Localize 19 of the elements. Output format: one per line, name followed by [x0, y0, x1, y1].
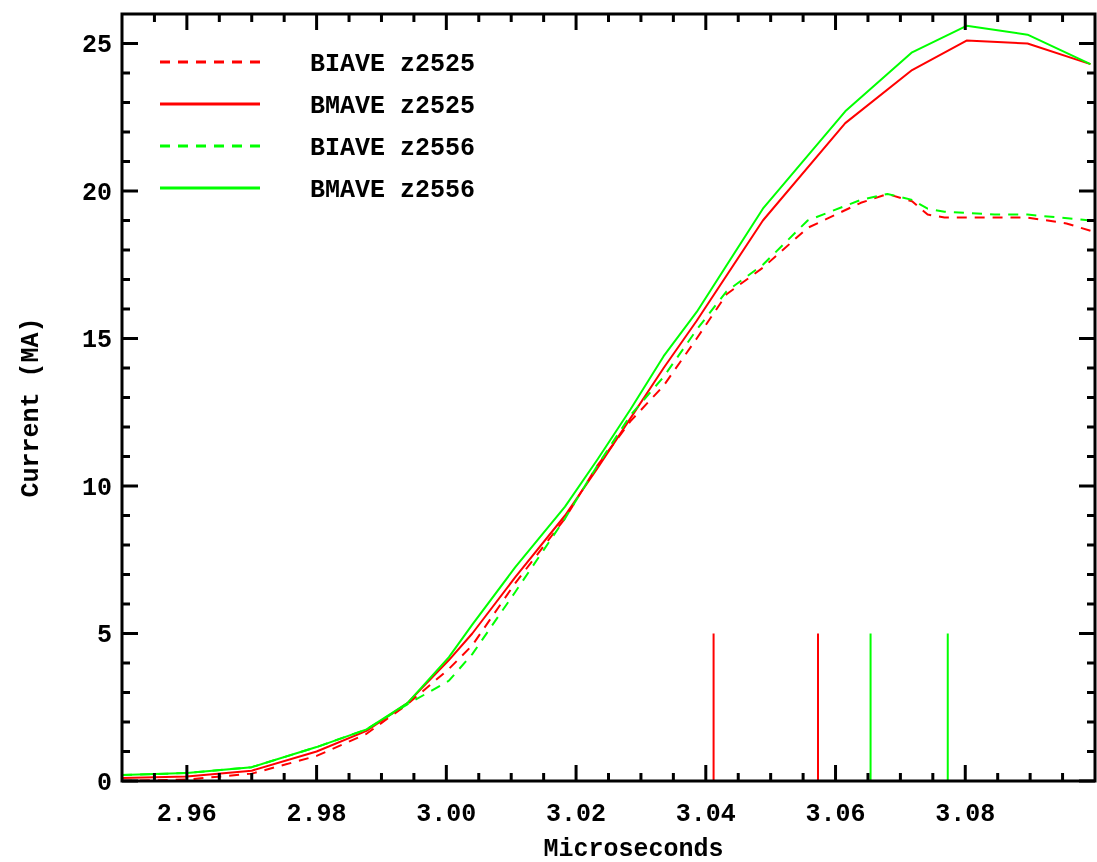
x-tick-label: 2.96: [156, 800, 217, 829]
y-tick-label: 25: [81, 31, 112, 61]
y-tick-label: 5: [96, 621, 112, 651]
y-axis-title: Current (MA): [17, 317, 46, 498]
x-tick-label: 3.02: [546, 800, 607, 829]
x-tick-label: 2.98: [286, 800, 347, 829]
legend-label: BMAVE z2556: [310, 175, 476, 205]
y-tick-label: 20: [81, 178, 112, 208]
legend-label: BMAVE z2525: [310, 91, 476, 121]
x-tick-label: 3.08: [935, 800, 996, 829]
y-tick-label: 10: [81, 473, 112, 503]
x-tick-label: 3.06: [805, 800, 866, 829]
text: 3.00: [416, 800, 477, 829]
x-tick-label: 3.04: [675, 800, 736, 829]
x-axis-title: Microseconds: [543, 835, 724, 862]
legend-label: BIAVE z2556: [310, 133, 476, 163]
y-tick-label: 0: [96, 768, 112, 798]
y-tick-label: 15: [81, 326, 112, 356]
legend-label: BIAVE z2525: [310, 49, 476, 79]
